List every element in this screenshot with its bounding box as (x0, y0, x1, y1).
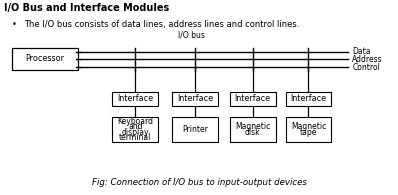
Text: and: and (128, 122, 142, 131)
FancyBboxPatch shape (286, 92, 331, 106)
FancyBboxPatch shape (230, 92, 275, 106)
Text: The I/O bus consists of data lines, address lines and control lines.: The I/O bus consists of data lines, addr… (24, 20, 299, 29)
Text: Control: Control (352, 63, 380, 72)
FancyBboxPatch shape (113, 92, 158, 106)
FancyBboxPatch shape (172, 117, 218, 142)
Text: I/O bus: I/O bus (178, 30, 205, 39)
Text: disk: disk (245, 128, 261, 137)
FancyBboxPatch shape (230, 117, 275, 142)
Text: Printer: Printer (182, 125, 208, 134)
FancyBboxPatch shape (286, 117, 331, 142)
Text: Interface: Interface (291, 94, 326, 104)
Text: I/O Bus and Interface Modules: I/O Bus and Interface Modules (4, 3, 169, 13)
Text: Interface: Interface (235, 94, 271, 104)
Text: •: • (12, 20, 17, 29)
Text: tape: tape (300, 128, 317, 137)
Text: Keyboard: Keyboard (117, 117, 153, 126)
Text: Interface: Interface (177, 94, 213, 104)
Text: Magnetic: Magnetic (235, 122, 270, 131)
FancyBboxPatch shape (12, 48, 78, 70)
Text: Interface: Interface (117, 94, 153, 104)
Text: Data: Data (352, 47, 371, 56)
FancyBboxPatch shape (172, 92, 218, 106)
Text: Magnetic: Magnetic (291, 122, 326, 131)
Text: display: display (121, 128, 149, 137)
Text: Fig: Connection of I/O bus to input-output devices: Fig: Connection of I/O bus to input-outp… (92, 178, 306, 187)
Text: Address: Address (352, 55, 383, 64)
FancyBboxPatch shape (113, 117, 158, 142)
Text: Processor: Processor (25, 54, 64, 64)
Text: terminal: terminal (119, 133, 152, 142)
